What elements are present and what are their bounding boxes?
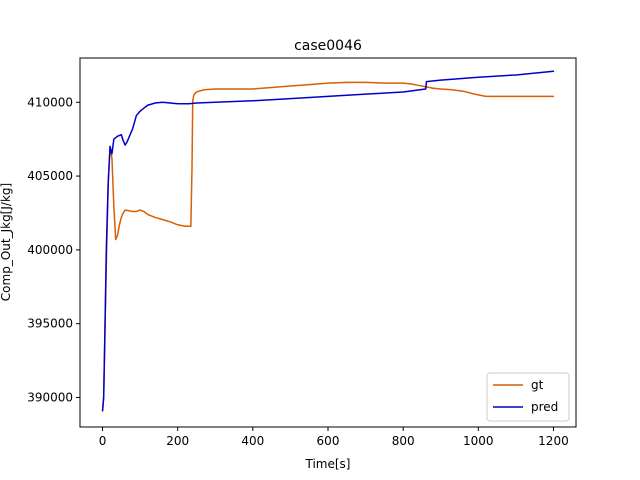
x-tick-label: 200 xyxy=(166,434,189,448)
legend-label-gt: gt xyxy=(531,378,544,392)
series-line-pred xyxy=(101,70,555,412)
y-axis-label: Comp_Out_Jkg[J/kg] xyxy=(0,183,13,301)
plot-area: 0 200 400 600 800 1000 1200 390000 395000 400000… xyxy=(27,57,577,448)
y-axis-ticks: 390000 395000 400000 405000 410000 xyxy=(27,95,80,404)
x-tick-label: 600 xyxy=(317,434,340,448)
x-tick-label: 400 xyxy=(241,434,264,448)
x-tick-label: 800 xyxy=(392,434,415,448)
x-tick-label: 1000 xyxy=(463,434,494,448)
x-axis-label: Time[s] xyxy=(305,457,351,471)
x-tick-label: 0 xyxy=(99,434,107,448)
y-tick-label: 390000 xyxy=(27,390,73,404)
chart-title: case0046 xyxy=(294,38,362,54)
legend-label-pred: pred xyxy=(531,400,558,414)
y-tick-label: 400000 xyxy=(27,243,73,257)
y-tick-label: 405000 xyxy=(27,169,73,183)
y-tick-label: 410000 xyxy=(27,95,73,109)
x-axis-ticks: 0 200 400 600 800 1000 1200 xyxy=(99,427,569,448)
series-layer xyxy=(101,70,555,412)
x-tick-label: 1200 xyxy=(538,434,569,448)
legend: gt pred xyxy=(486,372,570,422)
series-line-gt xyxy=(101,81,555,412)
plot-frame xyxy=(79,57,577,428)
y-tick-label: 395000 xyxy=(27,317,73,331)
